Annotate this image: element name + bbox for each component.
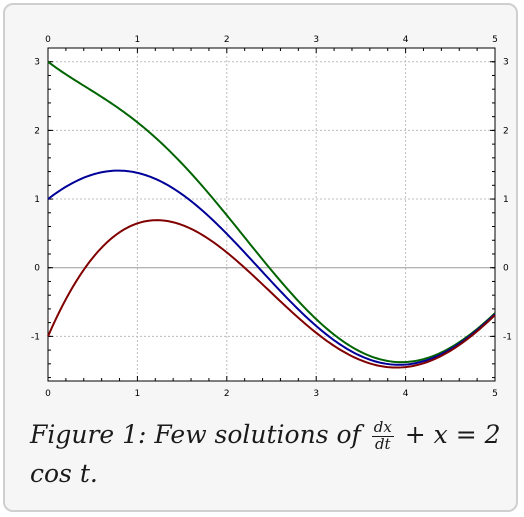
- x-tick-label-bottom: 1: [135, 389, 141, 399]
- y-tick-label-right: -1: [503, 332, 512, 342]
- x-tick-label-bottom: 4: [403, 389, 409, 399]
- fraction-numerator: dx: [371, 418, 394, 437]
- series-line-1: [47, 60, 496, 364]
- y-tick-label-left: 3: [34, 58, 40, 68]
- x-tick-label-bottom: 0: [45, 389, 51, 399]
- y-tick-label-left: 0: [34, 264, 40, 274]
- axis-ticks: [47, 48, 496, 381]
- y-tick-label-right: 2: [503, 126, 509, 136]
- tick-labels: 0 0 1 1 2 2 3 3 4 4 5 5 3 3 2 2 1 1 0 0 -1 -1: [31, 35, 512, 399]
- x-tick-label-top: 3: [313, 35, 319, 45]
- caption-middle: + x =: [404, 420, 477, 449]
- x-tick-label-top: 1: [135, 35, 141, 45]
- fraction-denominator: dt: [374, 435, 391, 453]
- caption-suffix: 2 cos t.: [30, 420, 501, 488]
- x-tick-label-top: 2: [224, 35, 230, 45]
- y-tick-label-left: 2: [34, 126, 40, 136]
- series-line-3: [47, 219, 496, 369]
- x-tick-label-bottom: 2: [224, 389, 230, 399]
- series-line-2: [47, 169, 496, 366]
- y-tick-label-right: 1: [503, 195, 509, 205]
- y-tick-label-right: 3: [503, 58, 509, 68]
- x-tick-label-top: 4: [403, 35, 409, 45]
- figure-caption: Figure 1: Few solutions of dx dt + x = 2…: [30, 416, 510, 494]
- y-tick-label-right: 0: [503, 264, 509, 274]
- plot-area: [47, 47, 496, 382]
- y-tick-label-left: 1: [34, 195, 40, 205]
- caption-prefix: Figure 1: Few solutions of: [30, 420, 361, 449]
- x-tick-label-bottom: 5: [492, 389, 498, 399]
- x-tick-label-bottom: 3: [313, 389, 319, 399]
- x-tick-label-top: 0: [45, 35, 51, 45]
- derivative-fraction: dx dt: [371, 418, 394, 453]
- x-tick-label-top: 5: [492, 35, 498, 45]
- series-lines: [47, 60, 496, 369]
- y-tick-label-left: -1: [31, 332, 40, 342]
